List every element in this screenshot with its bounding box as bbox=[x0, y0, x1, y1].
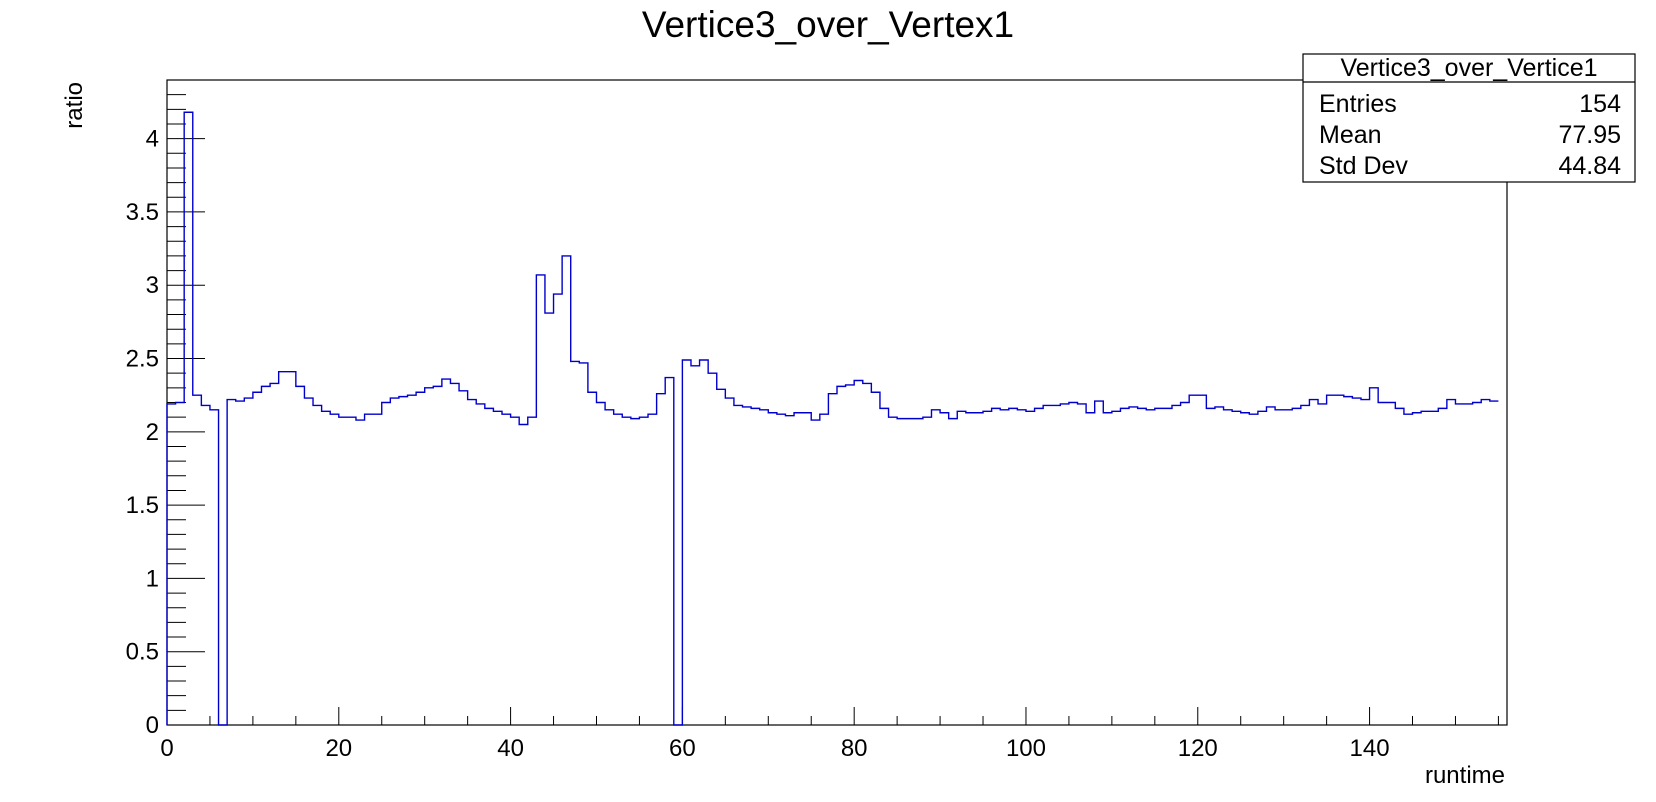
x-tick-label: 100 bbox=[1006, 735, 1046, 762]
stats-entries-value: 154 bbox=[1579, 90, 1621, 118]
stats-box: Vertice3_over_Vertice1 Entries 154 Mean … bbox=[1302, 53, 1636, 183]
stats-entries-label: Entries bbox=[1319, 90, 1397, 118]
stats-mean-label: Mean bbox=[1319, 121, 1382, 149]
chart-title: Vertice3_over_Vertex1 bbox=[642, 4, 1014, 45]
x-tick-label: 0 bbox=[160, 735, 173, 762]
x-tick-label: 60 bbox=[669, 735, 696, 762]
y-tick-label: 4 bbox=[146, 126, 159, 153]
stats-mean-value: 77.95 bbox=[1558, 121, 1621, 149]
y-tick-label: 3.5 bbox=[126, 199, 159, 226]
y-tick-label: 1.5 bbox=[126, 492, 159, 519]
stats-box-frame bbox=[1302, 53, 1636, 183]
x-tick-label: 140 bbox=[1350, 735, 1390, 762]
x-tick-label: 80 bbox=[841, 735, 868, 762]
x-tick-label: 40 bbox=[497, 735, 524, 762]
y-axis: 0 0.5 1 1.5 2 2.5 3 3.5 4 bbox=[126, 79, 205, 739]
y-tick-label: 2.5 bbox=[126, 346, 159, 373]
stats-stddev-value: 44.84 bbox=[1558, 152, 1621, 180]
x-axis-title: runtime bbox=[1425, 762, 1505, 789]
x-tick-label: 120 bbox=[1178, 735, 1218, 762]
x-tick-label: 20 bbox=[325, 735, 352, 762]
stats-stddev-label: Std Dev bbox=[1319, 152, 1408, 180]
y-tick-label: 1 bbox=[146, 565, 159, 592]
y-axis-title: ratio bbox=[61, 82, 88, 129]
y-tick-label: 0.5 bbox=[126, 639, 159, 666]
stats-box-name: Vertice3_over_Vertice1 bbox=[1340, 54, 1597, 82]
y-tick-label: 3 bbox=[146, 272, 159, 299]
y-tick-label: 0 bbox=[146, 712, 159, 739]
y-tick-label: 2 bbox=[146, 419, 159, 446]
x-axis: 0 20 40 60 80 100 120 140 bbox=[160, 707, 1499, 762]
histogram-series-line bbox=[166, 111, 1499, 726]
